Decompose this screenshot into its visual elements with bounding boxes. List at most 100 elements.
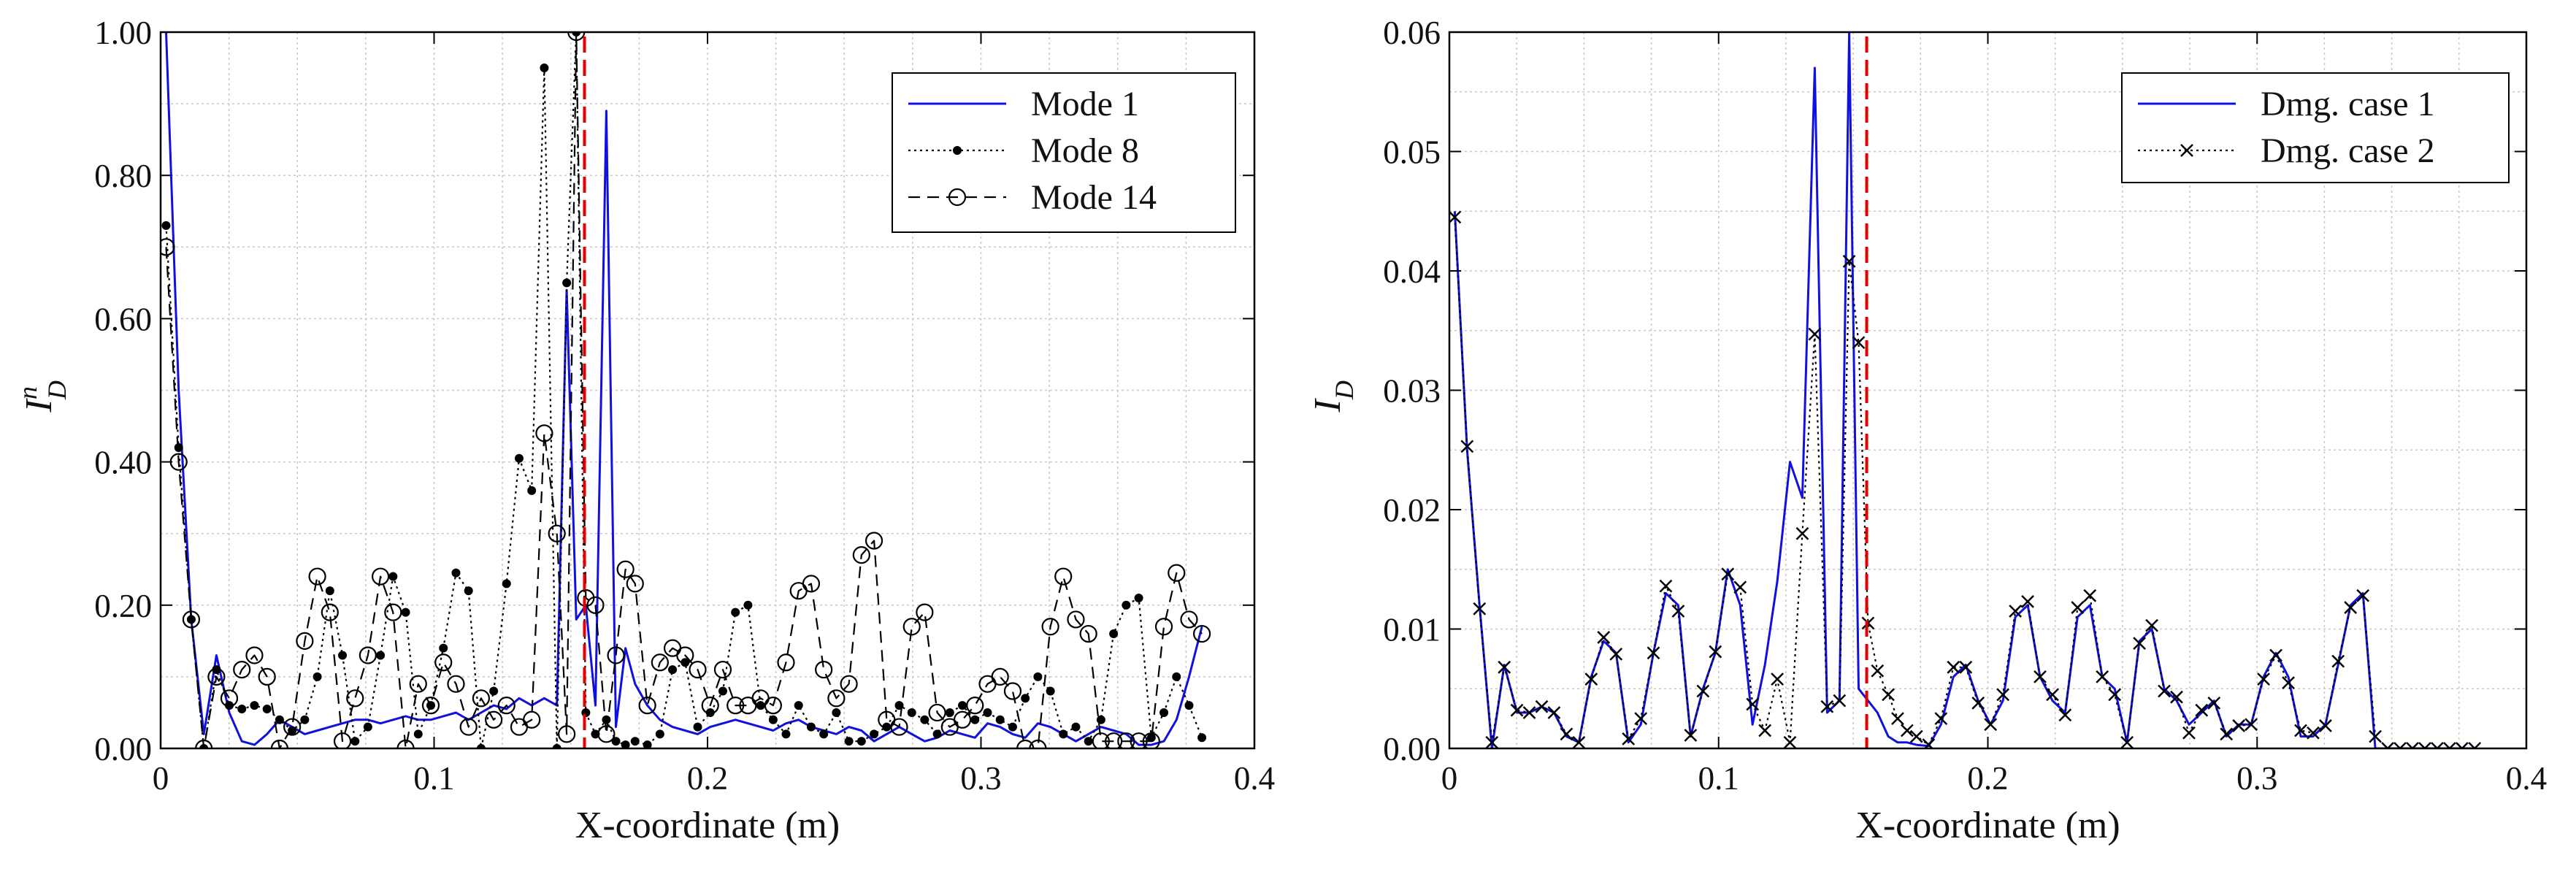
data-point — [371, 567, 390, 586]
data-point — [676, 646, 694, 664]
data-point-stroke — [2096, 670, 2109, 683]
data-point — [1947, 660, 1960, 674]
data-point — [764, 697, 782, 715]
data-point — [1105, 732, 1123, 748]
data-point — [689, 660, 707, 679]
data-point — [485, 710, 503, 729]
x-tick-label: 0 — [1441, 760, 1458, 797]
data-point — [2195, 703, 2209, 717]
y-axis-label-main: I — [1307, 398, 1349, 413]
data-point-stroke — [2282, 676, 2295, 689]
data-point — [195, 739, 213, 748]
data-point — [1900, 724, 1914, 737]
data-point-stroke — [1684, 729, 1698, 742]
data-point — [346, 689, 364, 708]
data-point — [1996, 688, 2010, 702]
y-tick-label: 0.80 — [94, 158, 152, 194]
data-point — [1833, 694, 1847, 708]
data-point — [1071, 722, 1081, 732]
axes-frame — [159, 31, 1256, 750]
data-point — [283, 718, 302, 736]
y-tick-label: 0.60 — [94, 301, 152, 337]
data-point-stroke — [1783, 735, 1797, 748]
data-point — [966, 697, 984, 715]
data-point-stroke — [2431, 742, 2439, 748]
data-point — [2182, 726, 2196, 740]
data-point — [1647, 646, 1660, 660]
data-point — [1709, 645, 1722, 659]
data-point-stroke — [1696, 684, 1710, 698]
y-axis-label: InD — [13, 380, 72, 413]
y-tick-label: 0.06 — [1383, 15, 1441, 51]
data-point — [586, 596, 605, 614]
data-point — [1041, 618, 1059, 636]
data-point — [840, 675, 858, 693]
data-point — [932, 729, 942, 739]
data-point — [916, 603, 934, 621]
legend-box — [892, 72, 1236, 233]
data-point — [2356, 589, 2370, 602]
data-point — [655, 729, 664, 739]
data-point — [233, 660, 251, 679]
data-point — [548, 524, 566, 543]
data-point — [2369, 729, 2383, 743]
data-point — [1130, 732, 1148, 748]
data-point-stroke — [2461, 742, 2469, 748]
data-point — [806, 722, 816, 732]
data-point-stroke — [2356, 589, 2370, 602]
x-tick-label: 0.4 — [1234, 760, 1275, 797]
data-point — [970, 715, 980, 724]
data-point-stroke — [1572, 735, 1586, 748]
data-point-stroke — [1584, 672, 1598, 686]
data-point — [1684, 729, 1698, 742]
data-point-stroke — [2443, 742, 2451, 748]
y-tick-label: 0.02 — [1383, 492, 1441, 529]
data-point — [815, 660, 833, 679]
chart-panel-2: 0 0.1 0.2 0.3 0.4 0.00 0.01 0.02 0.03 0.04 0.05 0.0… — [1307, 15, 2547, 846]
legend-box — [2121, 72, 2510, 183]
data-point — [409, 675, 427, 693]
data-point-stroke — [1449, 210, 1462, 224]
data-point — [169, 453, 188, 471]
y-tick-label: 0.00 — [1383, 731, 1441, 767]
data-point — [296, 632, 314, 650]
data-point-stroke — [1842, 255, 1856, 268]
data-point — [2406, 742, 2419, 748]
data-point-stroke — [2083, 589, 2097, 602]
data-point — [832, 708, 841, 717]
data-point — [401, 607, 410, 617]
y-tick-label: 0.05 — [1383, 134, 1441, 171]
data-point — [1122, 600, 1131, 610]
data-point — [1054, 567, 1073, 586]
data-point — [844, 737, 854, 746]
data-point-stroke — [2455, 742, 2464, 748]
data-point — [743, 600, 753, 610]
data-point — [2220, 727, 2234, 741]
data-point-stroke — [2257, 672, 2270, 686]
data-point-stroke — [2145, 618, 2158, 632]
plot-area — [1449, 32, 2482, 748]
data-point — [523, 710, 541, 729]
y-tick-label: 1.00 — [94, 15, 152, 51]
data-point-stroke — [2021, 595, 2034, 608]
data-point — [1597, 631, 1611, 644]
data-point — [1922, 738, 1936, 748]
data-point — [384, 603, 402, 621]
data-point — [1634, 712, 1648, 726]
data-point — [1696, 684, 1710, 698]
x-tick-label: 0.4 — [2506, 760, 2547, 797]
data-point — [991, 667, 1009, 686]
data-point — [781, 729, 791, 739]
data-point — [376, 651, 386, 660]
data-point — [713, 660, 732, 679]
data-point-stroke — [1971, 696, 1985, 710]
data-point-stroke — [2195, 703, 2209, 717]
x-tick-label: 0.1 — [413, 760, 454, 797]
data-point — [2269, 648, 2282, 662]
data-point — [275, 715, 284, 724]
data-point — [333, 732, 352, 748]
series-line-1 — [1453, 32, 2475, 748]
data-point — [768, 715, 778, 724]
data-point-stroke — [2120, 735, 2134, 748]
